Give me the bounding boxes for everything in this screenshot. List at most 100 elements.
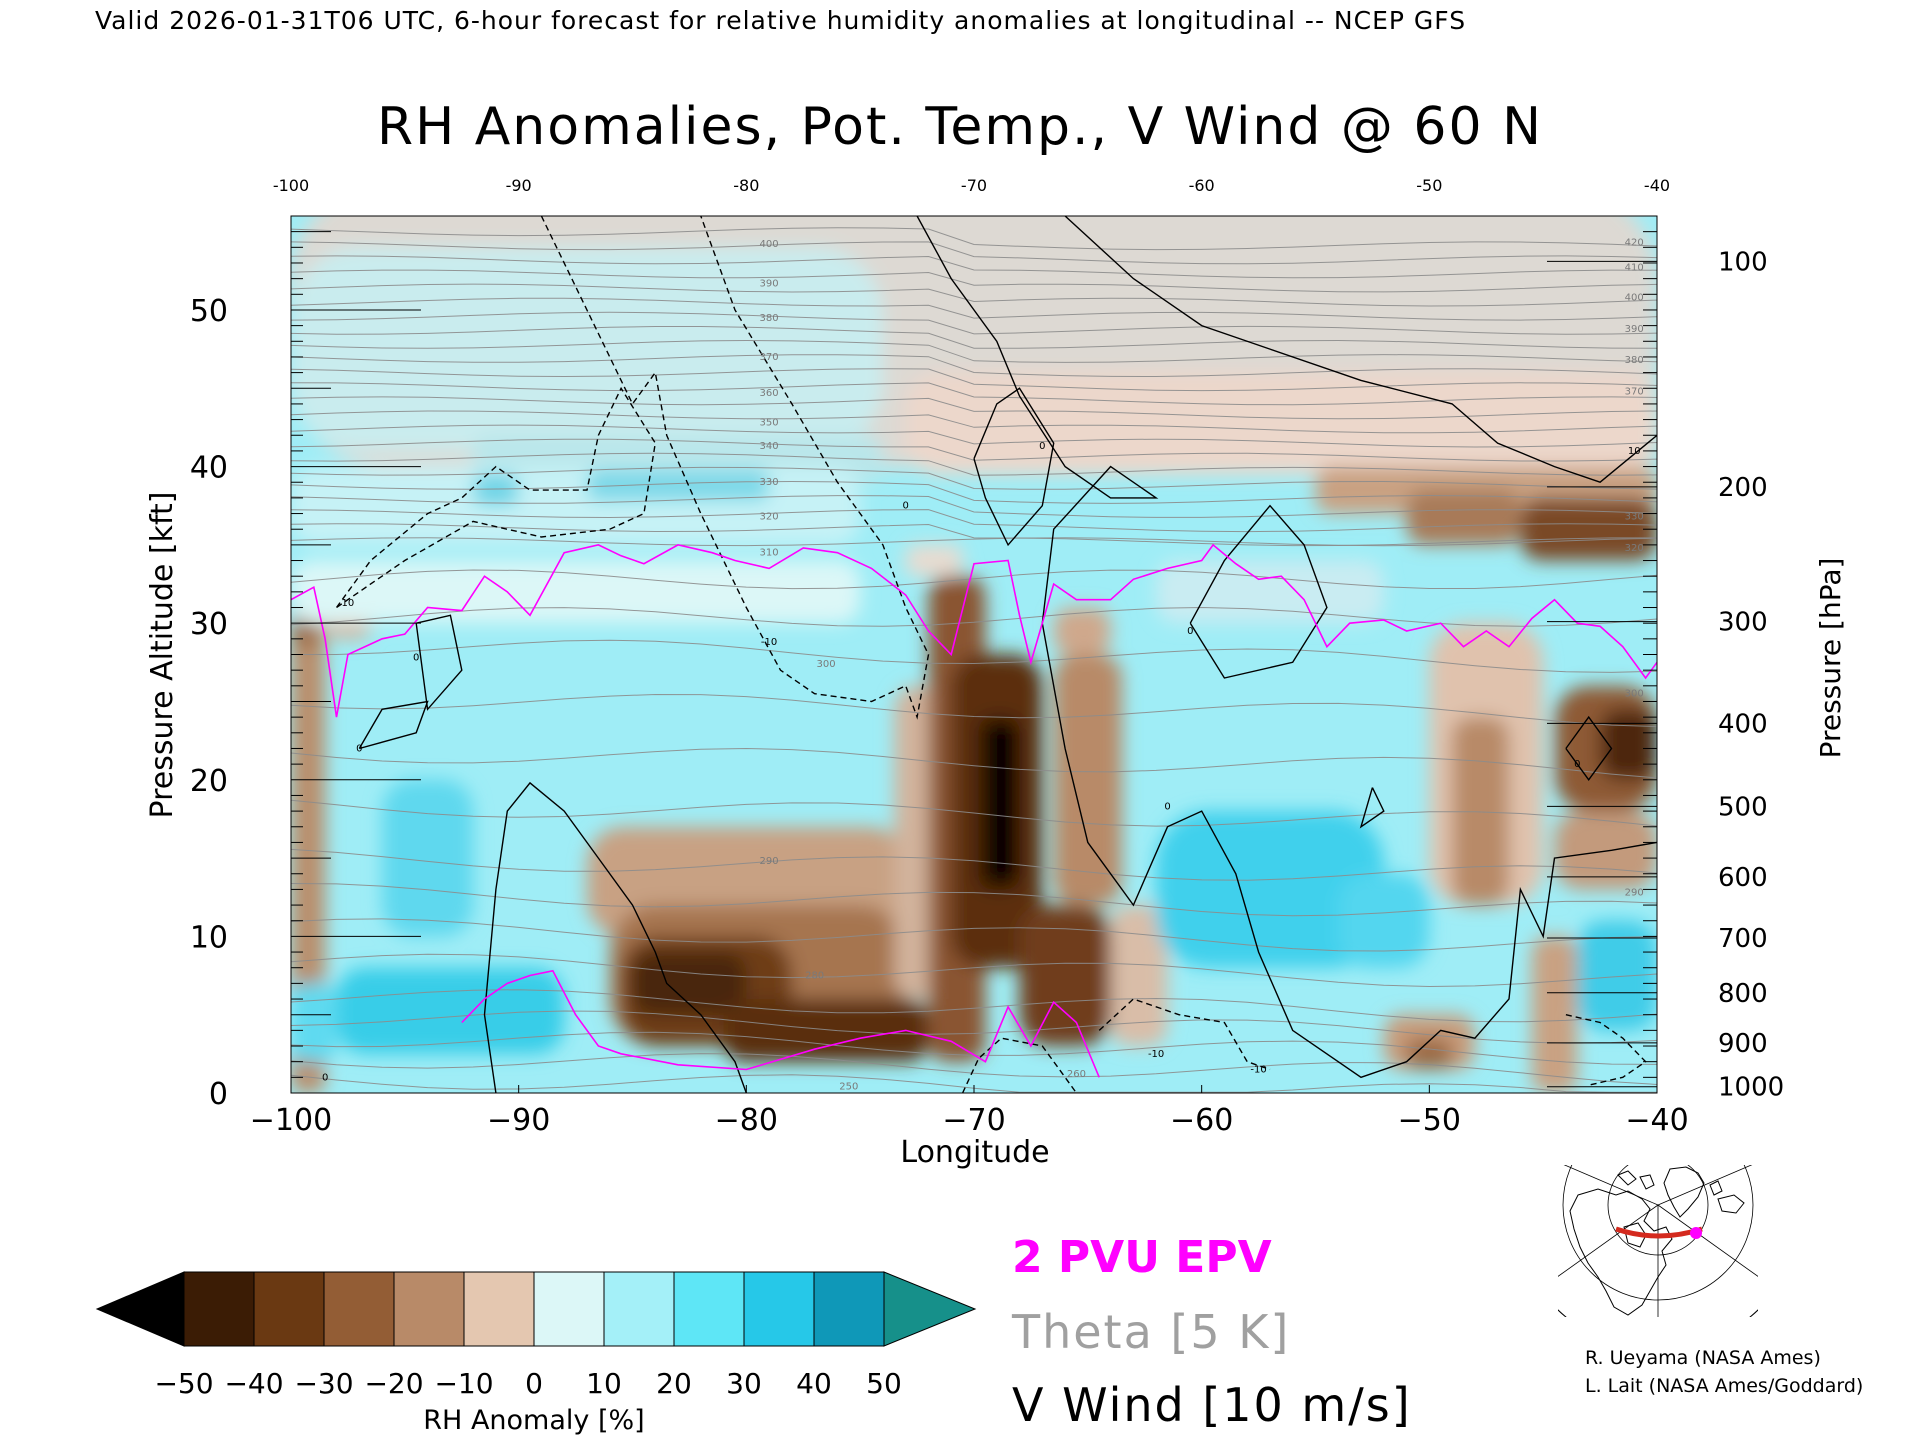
theta-contour bbox=[291, 339, 1657, 363]
theta-contour-label: 390 bbox=[760, 278, 779, 289]
theta-contour bbox=[291, 255, 1657, 279]
rh-anomaly-region bbox=[905, 372, 1657, 475]
x-tick-label: −80 bbox=[715, 1103, 778, 1138]
wind-contour-label: 0 bbox=[1039, 441, 1045, 452]
theta-contour-label: 340 bbox=[760, 441, 779, 452]
theta-contour-label: 300 bbox=[1625, 689, 1644, 700]
theta-contour-label: 310 bbox=[760, 548, 779, 559]
wind-contour-0 bbox=[358, 700, 429, 750]
map-coastline-islands bbox=[1617, 1170, 1745, 1214]
x-tick-label: −40 bbox=[1625, 1103, 1688, 1138]
top-x-tick-label: -40 bbox=[1644, 176, 1670, 195]
x-axis-label: Longitude bbox=[900, 1135, 1049, 1170]
colorbar-segment bbox=[603, 1271, 675, 1347]
wind-contour-0 bbox=[973, 387, 1055, 547]
theta-contour bbox=[291, 848, 1657, 881]
rh-anomaly-region bbox=[291, 247, 883, 451]
colorbar-segment bbox=[323, 1271, 395, 1347]
wind-contour-label: 0 bbox=[1187, 626, 1193, 637]
pv-contour-upper bbox=[291, 543, 1657, 718]
theta-contour bbox=[291, 1053, 1657, 1085]
top-x-tick-label: -100 bbox=[273, 176, 309, 195]
wind-contour-label: 0 bbox=[1574, 759, 1580, 770]
wind-contour-label: -10 bbox=[761, 637, 777, 648]
x-tick-label: −100 bbox=[250, 1103, 332, 1138]
theta-contour bbox=[291, 639, 1657, 673]
theta-contour bbox=[291, 297, 1657, 321]
theta-contour-label: 350 bbox=[760, 418, 779, 429]
wind-contour-neg10 bbox=[540, 216, 930, 720]
theta-contour bbox=[291, 382, 1657, 406]
rh-anomaly-region bbox=[1520, 497, 1657, 561]
theta-contour-label: 280 bbox=[805, 971, 824, 982]
colorbar-tick-label: −30 bbox=[294, 1367, 353, 1400]
theta-contour-label: 300 bbox=[816, 659, 835, 670]
colorbar-tick-label: −20 bbox=[364, 1367, 423, 1400]
colorbar-segment bbox=[533, 1271, 605, 1347]
map-meridian bbox=[1558, 1204, 1659, 1277]
rh-anomaly-region bbox=[723, 999, 929, 1062]
colorbar: −50 −40 −30 −20 −10 0 10 20 30 40 50 bbox=[95, 1271, 977, 1400]
map-coastline-north-america bbox=[1569, 1188, 1673, 1316]
theta-contour bbox=[291, 953, 1657, 988]
v-wind-contours bbox=[335, 216, 1657, 1093]
pressure-tick-label: 100 bbox=[1718, 247, 1768, 277]
theta-contour-label: 320 bbox=[1625, 543, 1644, 554]
rh-anomaly-region bbox=[1053, 607, 1111, 655]
wind-contour-0 bbox=[1189, 504, 1328, 679]
map-meridian bbox=[1657, 1165, 1753, 1206]
theta-contour bbox=[291, 1010, 1657, 1044]
top-x-tick-label: -70 bbox=[961, 176, 987, 195]
theta-contour bbox=[291, 509, 1657, 533]
wind-contour-0 bbox=[483, 781, 747, 1093]
pressure-tick-label: 400 bbox=[1718, 709, 1768, 739]
theta-contour-label: 260 bbox=[1067, 1069, 1086, 1080]
colorbar-tick-label: −50 bbox=[154, 1367, 213, 1400]
pv-contours bbox=[291, 543, 1657, 1078]
theta-contour-label: 400 bbox=[760, 239, 779, 250]
theta-contour-label: 330 bbox=[1625, 512, 1644, 523]
top-x-tick-label: -80 bbox=[733, 176, 759, 195]
theta-contour-label: 380 bbox=[1625, 355, 1644, 366]
colorbar-high-arrow bbox=[883, 1271, 977, 1347]
theta-contour bbox=[291, 269, 1657, 293]
wind-contour-label: 0 bbox=[1164, 801, 1170, 812]
theta-contour bbox=[291, 495, 1657, 518]
colorbar-segment bbox=[813, 1271, 885, 1347]
colorbar-tick-label: 0 bbox=[525, 1367, 543, 1400]
pressure-tick-label: 800 bbox=[1718, 979, 1768, 1009]
pv-contour-lower bbox=[461, 969, 1100, 1078]
theta-contour bbox=[291, 283, 1657, 307]
legend-pv-label: 2 PVU EPV bbox=[1012, 1232, 1272, 1283]
wind-contour-0 bbox=[1359, 787, 1385, 829]
theta-contour bbox=[291, 326, 1657, 349]
colorbar-tick-label: 10 bbox=[586, 1367, 622, 1400]
theta-contour bbox=[291, 799, 1657, 827]
pressure-tick-label: 700 bbox=[1718, 924, 1768, 954]
inset-map bbox=[1558, 1165, 1758, 1317]
theta-contour-label: 370 bbox=[760, 352, 779, 363]
map-location-marker bbox=[1690, 1227, 1702, 1239]
colorbar-tick-label: −40 bbox=[224, 1367, 283, 1400]
theta-contour bbox=[291, 311, 1657, 335]
wind-contour-label: 0 bbox=[413, 653, 419, 664]
theta-contour bbox=[291, 569, 1657, 590]
wind-contour-label: 0 bbox=[322, 1072, 328, 1083]
x-tick-label: −70 bbox=[942, 1103, 1005, 1138]
colorbar-tick-label: 40 bbox=[796, 1367, 832, 1400]
wind-contour-label: 0 bbox=[903, 501, 909, 512]
rh-anomaly-region bbox=[336, 967, 565, 1054]
wind-contour-neg10 bbox=[1098, 998, 1271, 1071]
theta-contour-label: 380 bbox=[760, 313, 779, 324]
rh-anomaly-region bbox=[1338, 873, 1430, 968]
contour-labels: 250 260 280 290 290 300 300 310 320 320 330 330 340 3… bbox=[322, 238, 1644, 1093]
y-axis-label: Pressure Altitude [kft] bbox=[145, 492, 180, 819]
theta-contour-label: 420 bbox=[1625, 238, 1644, 249]
rh-anomaly-region bbox=[291, 560, 861, 624]
theta-contour-label: 410 bbox=[1625, 263, 1644, 274]
pressure-tick-label: 1000 bbox=[1718, 1073, 1784, 1103]
valid-time-header: Valid 2026-01-31T06 UTC, 6-hour forecast… bbox=[95, 6, 1466, 35]
y-axis-right-label: Pressure [hPa] bbox=[1814, 558, 1847, 759]
theta-contour bbox=[291, 747, 1657, 779]
rh-anomaly-region bbox=[473, 474, 519, 506]
